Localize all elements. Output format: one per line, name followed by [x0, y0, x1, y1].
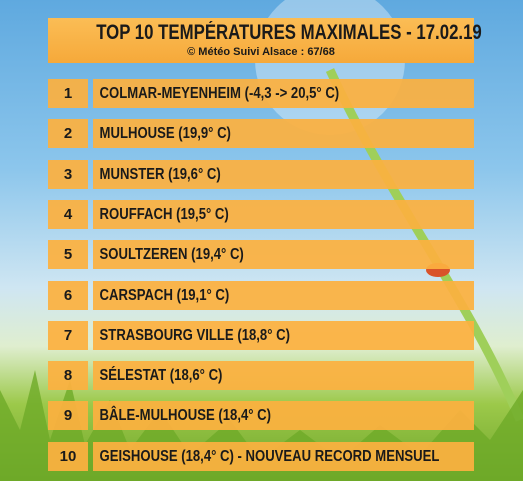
label-box: CARSPACH (19,1° C)	[93, 280, 474, 310]
label-box: ROUFFACH (19,5° C)	[93, 199, 474, 229]
station-label: MULHOUSE (19,9° C)	[99, 125, 231, 143]
station-label: SÉLESTAT (18,6° C)	[99, 367, 223, 385]
label-box: MUNSTER (19,6° C)	[93, 159, 474, 189]
station-label: CARSPACH (19,1° C)	[99, 286, 230, 304]
title-box: TOP 10 TEMPÉRATURES MAXIMALES - 17.02.19…	[48, 18, 482, 63]
rank-box: 2	[48, 119, 88, 149]
rank-box: 7	[48, 320, 88, 350]
rank-box: 1	[48, 79, 88, 108]
station-label: COLMAR-MEYENHEIM (-4,3 -> 20,5° C)	[99, 85, 340, 102]
station-label: SOULTZEREN (19,4° C)	[99, 246, 244, 264]
station-label: BÂLE-MULHOUSE (18,4° C)	[99, 407, 272, 425]
rank-box: 8	[48, 361, 88, 391]
subtitle: © Météo Suivi Alsace : 67/68	[187, 46, 335, 58]
rank-box: 6	[48, 280, 88, 310]
rank-box: 10	[48, 441, 88, 471]
label-box: GEISHOUSE (18,4° C) - NOUVEAU RECORD MEN…	[93, 441, 474, 471]
rank-box: 4	[48, 199, 88, 229]
label-box: SÉLESTAT (18,6° C)	[93, 361, 474, 391]
station-label: MUNSTER (19,6° C)	[99, 165, 221, 183]
station-label: GEISHOUSE (18,4° C) - NOUVEAU RECORD MEN…	[99, 447, 440, 465]
station-label: ROUFFACH (19,5° C)	[99, 205, 229, 223]
rank-box: 3	[48, 159, 88, 189]
label-box: SOULTZEREN (19,4° C)	[93, 240, 474, 270]
rank-box: 5	[48, 240, 88, 270]
station-label: STRASBOURG VILLE (18,8° C)	[99, 326, 290, 344]
label-box: COLMAR-MEYENHEIM (-4,3 -> 20,5° C)	[93, 79, 474, 108]
label-box: BÂLE-MULHOUSE (18,4° C)	[93, 401, 474, 431]
label-box: STRASBOURG VILLE (18,8° C)	[93, 320, 474, 350]
rank-box: 9	[48, 401, 88, 431]
title: TOP 10 TEMPÉRATURES MAXIMALES - 17.02.19	[96, 21, 482, 44]
label-box: MULHOUSE (19,9° C)	[93, 119, 474, 149]
